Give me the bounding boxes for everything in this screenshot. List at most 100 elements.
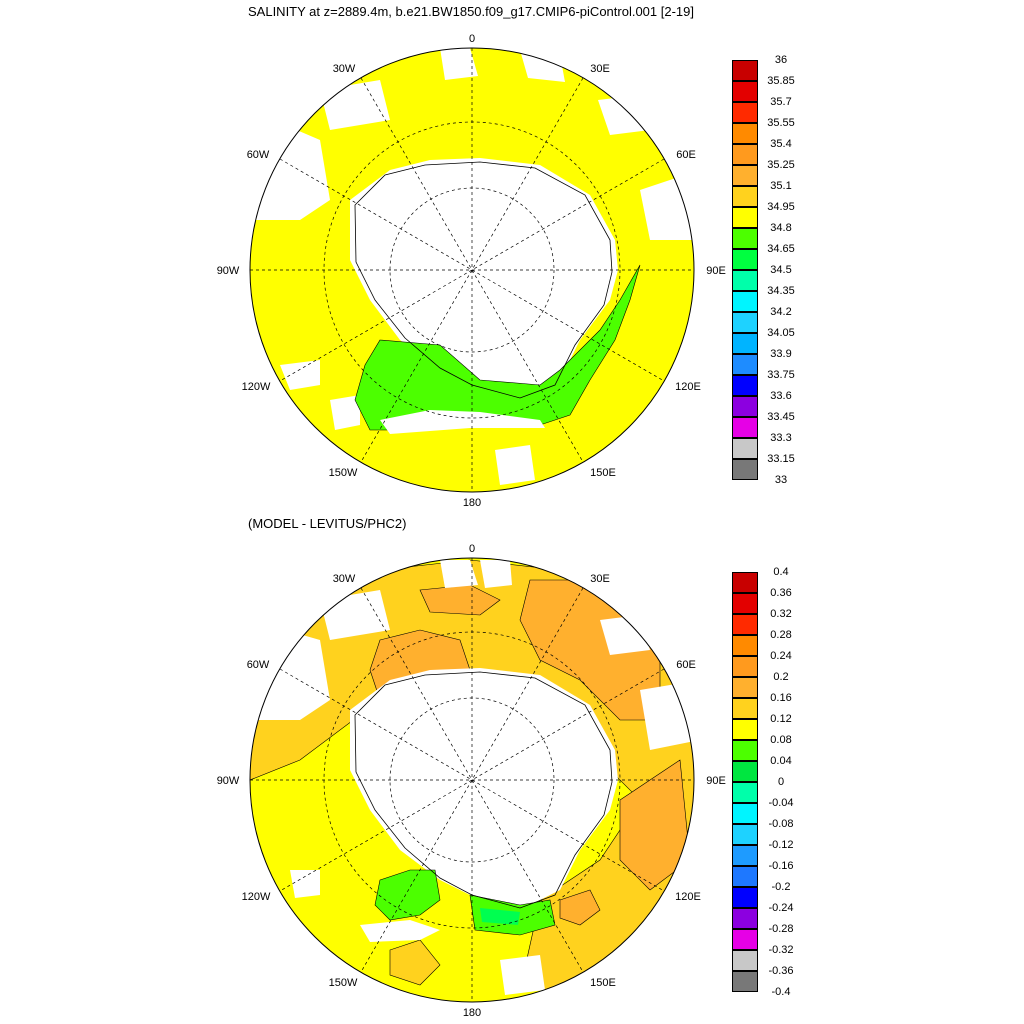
bottom-colorbar-box [732, 971, 758, 992]
top-colorbar-box [732, 354, 758, 375]
top-colorbar-label: 34.5 [770, 264, 792, 276]
bottom-label-150w: 150W [329, 977, 358, 989]
bottom-colorbar-box [732, 845, 758, 866]
bottom-label-30e: 30E [590, 573, 610, 585]
top-colorbar-label: 35.4 [770, 138, 792, 150]
bottom-colorbar-label: -0.04 [768, 797, 794, 809]
top-colorbar-box [732, 312, 758, 333]
bottom-colorbar-label: -0.12 [768, 839, 794, 851]
top-label-30w: 30W [333, 63, 356, 75]
bottom-colorbar-box [732, 803, 758, 824]
top-colorbar-label: 33.15 [767, 453, 795, 465]
bottom-colorbar-box [732, 593, 758, 614]
top-colorbar-box [732, 81, 758, 102]
bottom-colorbar-label: 0.28 [770, 629, 792, 641]
top-colorbar-label: 33.45 [767, 411, 795, 423]
bottom-label-30w: 30W [333, 573, 356, 585]
bottom-colorbar-label: 0.12 [770, 713, 792, 725]
top-label-120w: 120W [242, 381, 271, 393]
top-label-60w: 60W [247, 149, 270, 161]
bottom-coastline [354, 671, 613, 909]
top-colorbar-label: 33.9 [770, 348, 792, 360]
top-label-0: 0 [469, 33, 475, 45]
top-colorbar-label: 33.6 [770, 390, 792, 402]
top-colorbar-box [732, 396, 758, 417]
top-label-30e: 30E [590, 63, 610, 75]
bottom-colorbar-label: 0.08 [770, 734, 792, 746]
top-graticule [250, 48, 694, 492]
bottom-colorbar-label: 0.36 [770, 587, 792, 599]
top-colorbar-box [732, 207, 758, 228]
bottom-colorbar-box [732, 677, 758, 698]
top-colorbar-label: 35.85 [767, 75, 795, 87]
top-colorbar-label: 35.25 [767, 159, 795, 171]
bottom-colorbar-box [732, 887, 758, 908]
top-colorbar-label: 35.7 [770, 96, 792, 108]
top-colorbar-box [732, 144, 758, 165]
top-colorbar-label: 34.05 [767, 327, 795, 339]
top-colorbar-box [732, 291, 758, 312]
bottom-colorbar-box [732, 950, 758, 971]
top-label-180: 180 [463, 497, 481, 509]
bottom-colorbar-box [732, 908, 758, 929]
top-colorbar-label: 33.75 [767, 369, 795, 381]
bottom-colorbar-label: 0.2 [773, 671, 789, 683]
bottom-colorbar-box [732, 761, 758, 782]
top-colorbar-box [732, 186, 758, 207]
bottom-label-90e: 90E [706, 775, 726, 787]
top-colorbar-label: 35.1 [770, 180, 792, 192]
bottom-colorbar-label: -0.4 [771, 986, 791, 998]
top-colorbar-label: 34.35 [767, 285, 795, 297]
top-label-150e: 150E [590, 467, 616, 479]
bottom-colorbar-label: -0.16 [768, 860, 794, 872]
bottom-colorbar-label: 0.16 [770, 692, 792, 704]
bottom-colorbar-label: -0.24 [768, 902, 794, 914]
bottom-label-60w: 60W [247, 659, 270, 671]
bottom-colorbar-box [732, 698, 758, 719]
bottom-map-border [249, 557, 695, 1003]
top-colorbar: 36 35.85 35.7 35.55 35.4 35.25 35.1 34.95 34.8 34… [732, 54, 812, 486]
top-colorbar-box [732, 123, 758, 144]
top-label-90e: 90E [706, 265, 726, 277]
bottom-graticule [250, 558, 694, 1002]
bottom-colorbar-label: -0.2 [771, 881, 791, 893]
bottom-colorbar-box [732, 782, 758, 803]
top-colorbar-label: 35.55 [767, 117, 795, 129]
bottom-colorbar-box [732, 572, 758, 593]
top-colorbar-box [732, 438, 758, 459]
top-colorbar-box [732, 333, 758, 354]
bottom-colorbar-label: 0.04 [770, 755, 792, 767]
bottom-colorbar-box [732, 656, 758, 677]
bottom-label-120e: 120E [675, 891, 701, 903]
top-colorbar-box [732, 417, 758, 438]
bottom-label-60e: 60E [676, 659, 696, 671]
bottom-colorbar-label: -0.36 [768, 965, 794, 977]
bottom-colorbar-box [732, 866, 758, 887]
top-colorbar-box [732, 165, 758, 186]
top-colorbar-box [732, 459, 758, 480]
top-colorbar-label: 34.95 [767, 201, 795, 213]
top-map-border [249, 47, 695, 493]
bottom-label-180: 180 [463, 1007, 481, 1019]
top-label-60e: 60E [676, 149, 696, 161]
bottom-colorbar: 0.4 0.36 0.32 0.28 0.24 0.2 0.16 0.12 0.08 0.04 0 -… [732, 566, 812, 998]
bottom-colorbar-label: -0.28 [768, 923, 794, 935]
top-colorbar-label: 36 [774, 54, 788, 66]
bottom-colorbar-label: 0 [777, 776, 785, 788]
bottom-label-90w: 90W [217, 775, 240, 787]
bottom-colorbar-box [732, 824, 758, 845]
bottom-colorbar-label: 0.32 [770, 608, 792, 620]
top-label-90w: 90W [217, 265, 240, 277]
top-coastline [354, 161, 613, 399]
top-plot-title: SALINITY at z=2889.4m, b.e21.BW1850.f09_… [248, 4, 694, 19]
bottom-colorbar-box [732, 719, 758, 740]
bottom-colorbar-box [732, 614, 758, 635]
bottom-label-120w: 120W [242, 891, 271, 903]
bottom-colorbar-label: -0.32 [768, 944, 794, 956]
bottom-colorbar-label: 0.4 [773, 566, 789, 578]
bottom-label-150e: 150E [590, 977, 616, 989]
top-colorbar-box [732, 375, 758, 396]
top-colorbar-box [732, 270, 758, 291]
top-colorbar-label: 33 [774, 474, 788, 486]
